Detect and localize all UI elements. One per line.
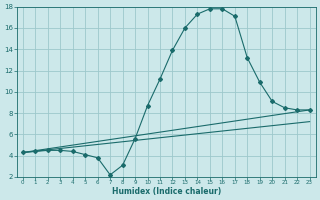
X-axis label: Humidex (Indice chaleur): Humidex (Indice chaleur): [112, 187, 221, 196]
